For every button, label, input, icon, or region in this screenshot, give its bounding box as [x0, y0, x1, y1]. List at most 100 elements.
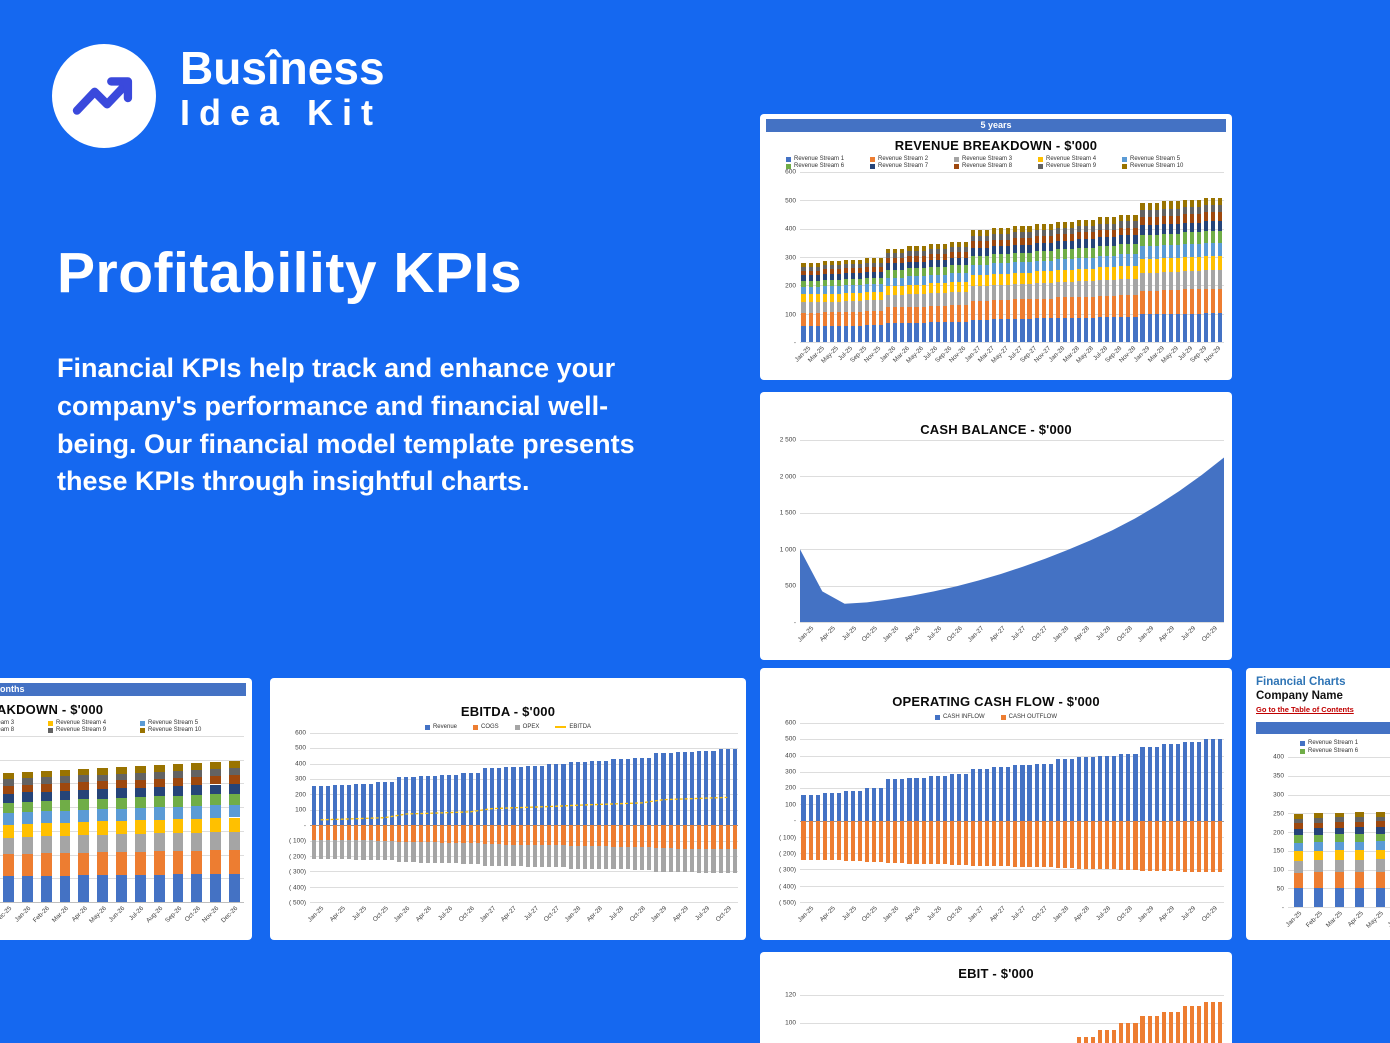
bar [835, 984, 842, 1043]
bar-segment [1189, 232, 1195, 244]
bar-segment [1083, 1036, 1089, 1043]
bar [1090, 723, 1097, 902]
bar-segment [893, 277, 898, 286]
bar-segment [1154, 203, 1159, 211]
bar [424, 733, 431, 902]
bar-segment [547, 764, 552, 826]
bar-segment [1204, 221, 1209, 232]
bar-segment [40, 853, 52, 876]
bar-segment [210, 874, 222, 902]
bar-segment [1154, 290, 1159, 315]
bar-segment [928, 274, 933, 284]
bar-segment [1013, 318, 1018, 342]
bar-segment [999, 299, 1004, 320]
bar-segment [440, 774, 445, 826]
bar-segment [963, 305, 969, 323]
bar-segment [153, 833, 165, 852]
bar-segment [992, 766, 997, 821]
bar-segment [97, 834, 109, 853]
bar [1104, 984, 1111, 1043]
bar-segment [475, 825, 480, 844]
bar-segment [815, 262, 820, 267]
bar [885, 172, 892, 342]
bar-segment [1189, 289, 1195, 314]
bar-segment [865, 311, 870, 326]
bar-segment [497, 768, 502, 826]
legend-swatch [140, 720, 145, 726]
y-tick-label: 300 [1273, 791, 1284, 799]
bar [1210, 172, 1217, 342]
bar-segment [40, 800, 52, 812]
bar-segment [1161, 223, 1166, 234]
bar-segment [956, 820, 961, 865]
bar-segment [504, 825, 509, 845]
bar [539, 733, 546, 902]
bar-segment [857, 311, 863, 326]
bar-segment [1293, 823, 1303, 829]
bar-segment [153, 764, 165, 772]
chart-card-revenue-breakdown-24m: 24 months REVENUE BREAKDOWN - $'000 Reve… [0, 678, 252, 940]
chart-card-ebitda: EBITDA - $'000 Revenue COGS OPEX EBITDA 600… [270, 678, 746, 940]
bar-segment [1083, 257, 1089, 269]
bar-segment [1055, 221, 1060, 228]
bar-segment [956, 273, 961, 283]
bar-segment [907, 251, 912, 256]
bar-segment [1076, 317, 1082, 342]
bar [1075, 172, 1082, 342]
bar-segment [518, 844, 523, 867]
bar [871, 723, 878, 902]
bar-segment [1140, 290, 1145, 315]
bar-segment [1119, 295, 1124, 317]
bar-segment [1062, 317, 1067, 342]
bar-segment [1196, 256, 1202, 271]
bar-segment [97, 767, 109, 775]
gridline [310, 763, 738, 765]
bar-segment [172, 819, 184, 833]
bar-segment [1126, 227, 1131, 236]
bar-segment [1175, 201, 1180, 209]
bar-segment [1126, 820, 1131, 870]
bar-segment [1211, 205, 1216, 213]
table-of-contents-link[interactable]: Go to the Table of Contents [1256, 705, 1354, 714]
bar [1040, 172, 1047, 342]
bar-segment [1196, 214, 1202, 223]
gridline [0, 736, 244, 737]
bar-segment [3, 779, 14, 786]
bar-segment [1083, 296, 1089, 318]
bar-segment [568, 846, 573, 869]
bar-segment [1105, 223, 1110, 230]
bar-segment [1091, 268, 1096, 281]
bar-segment [1076, 280, 1082, 297]
bar-segment [704, 825, 709, 849]
plot-area [800, 440, 1224, 623]
bar-segment [1112, 279, 1117, 296]
bar [864, 984, 871, 1043]
bar-segment [554, 825, 559, 846]
bar-segment [1020, 232, 1025, 238]
bar-segment [318, 839, 323, 859]
bar [0, 736, 18, 902]
bar-segment [354, 840, 359, 860]
bar [864, 723, 871, 902]
bar-segment [1334, 850, 1344, 860]
bar-segment [970, 274, 976, 287]
bar-segment [850, 292, 856, 301]
bar [1288, 757, 1309, 907]
gridline [0, 759, 244, 761]
bar-segment [1027, 244, 1032, 253]
bar-segment [907, 284, 912, 295]
bar-segment [1154, 820, 1159, 871]
bar-segment [808, 795, 813, 821]
bar-segment [191, 776, 203, 786]
bar-segment [625, 846, 630, 870]
bar [849, 723, 856, 902]
bar [814, 172, 821, 342]
legend-swatch [1000, 714, 1006, 720]
bar-segment [611, 825, 616, 847]
bar-segment [618, 825, 623, 847]
bar [962, 172, 969, 342]
bar-segment [1126, 235, 1131, 245]
x-tick-label: Oct-29 [1200, 625, 1219, 644]
gridline [310, 886, 738, 888]
